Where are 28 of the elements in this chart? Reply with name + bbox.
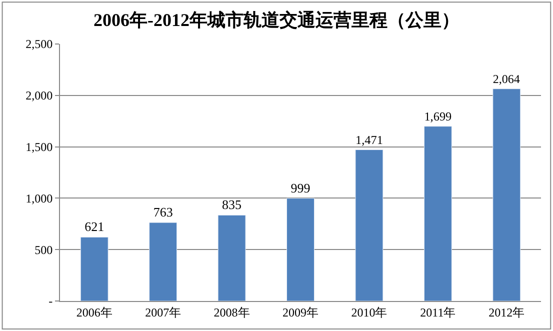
y-tick-label: 500 — [34, 242, 53, 257]
x-tick-label: 2007年 — [145, 305, 182, 320]
bar — [218, 214, 246, 301]
chart-title: 2006年-2012年城市轨道交通运营里程（公里） — [94, 10, 460, 30]
data-label: 999 — [290, 180, 310, 196]
y-tick-label: 2,500 — [26, 37, 53, 52]
y-tick-label: 1,500 — [26, 140, 53, 154]
y-tick-label: - — [48, 294, 53, 308]
y-tick-label: 2,000 — [26, 88, 53, 103]
data-label: 763 — [153, 204, 173, 220]
data-label: 1,471 — [355, 132, 383, 147]
data-label: 2,064 — [492, 72, 520, 86]
data-label: 621 — [84, 219, 104, 234]
bar — [492, 88, 521, 301]
bar — [149, 222, 178, 301]
x-tick-label: 2006年 — [76, 305, 112, 320]
x-tick-label: 2009年 — [282, 305, 318, 320]
x-tick-label: 2011年 — [420, 305, 456, 320]
data-label: 835 — [222, 197, 242, 212]
bar — [80, 236, 108, 301]
x-tick-label: 2008年 — [214, 305, 250, 320]
x-tick-label: 2010年 — [351, 305, 388, 320]
bar — [355, 150, 384, 301]
y-tick-label: 1,000 — [26, 191, 53, 206]
data-label: 1,699 — [424, 110, 452, 124]
x-tick-label: 2012年 — [488, 305, 525, 320]
bar — [424, 126, 452, 301]
bar — [286, 198, 314, 301]
